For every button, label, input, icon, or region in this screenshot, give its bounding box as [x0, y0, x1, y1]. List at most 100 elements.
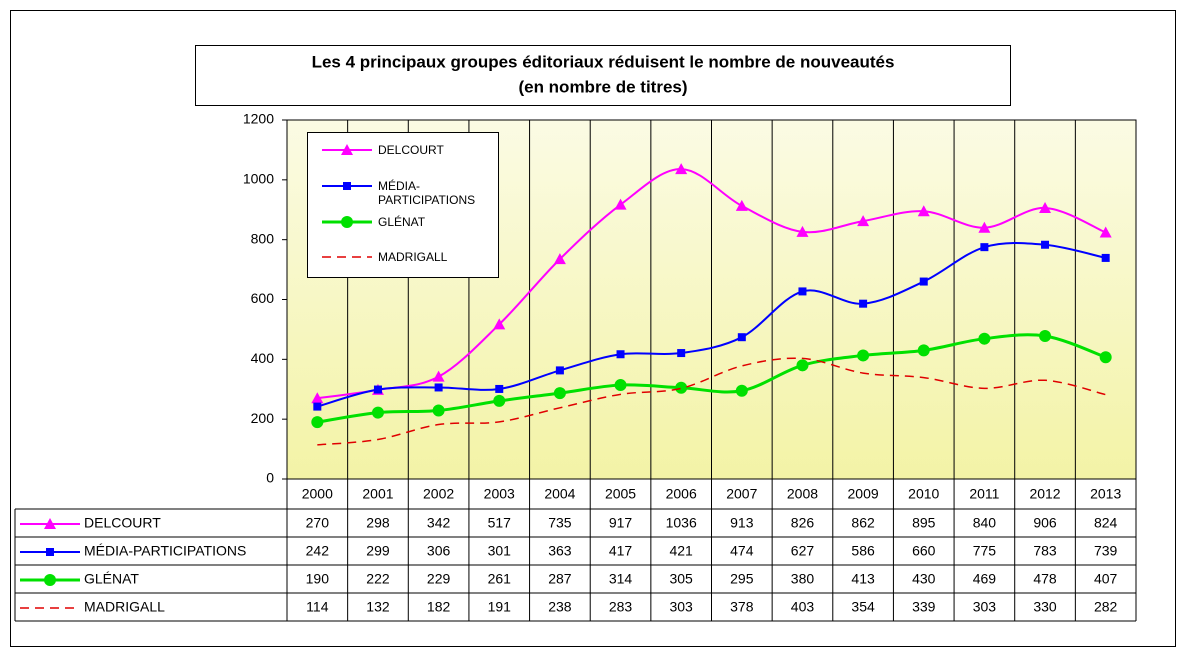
marker — [343, 182, 351, 190]
x-tick-label: 2006 — [666, 486, 697, 502]
y-tick-label: 800 — [251, 230, 275, 246]
marker — [978, 221, 991, 233]
table-cell: 282 — [1094, 599, 1118, 615]
y-tick-label: 200 — [251, 410, 275, 426]
x-tick-label: 2004 — [544, 486, 575, 502]
marker — [796, 359, 809, 372]
marker — [341, 216, 353, 228]
chart-title: Les 4 principaux groupes éditoriaux rédu… — [312, 52, 895, 71]
marker — [493, 394, 506, 407]
legend-label: MADRIGALL — [378, 250, 448, 264]
table-cell: 270 — [306, 515, 330, 531]
x-tick-label: 2010 — [908, 486, 939, 502]
table-row-label: DELCOURT — [84, 515, 161, 531]
legend-label: GLÉNAT — [378, 215, 426, 229]
marker — [796, 225, 809, 237]
table-cell: 403 — [791, 599, 815, 615]
table-cell: 417 — [609, 543, 633, 559]
table-cell: 474 — [730, 543, 754, 559]
table-cell: 303 — [973, 599, 997, 615]
y-tick-label: 1000 — [243, 171, 274, 187]
marker — [614, 379, 627, 392]
table-cell: 906 — [1033, 515, 1057, 531]
table-cell: 421 — [669, 543, 693, 559]
y-tick-label: 1200 — [243, 111, 274, 127]
table-cell: 298 — [366, 515, 390, 531]
marker — [432, 370, 445, 382]
table-cell: 824 — [1094, 515, 1118, 531]
table-row-label: MADRIGALL — [84, 599, 165, 615]
x-tick-label: 2012 — [1029, 486, 1060, 502]
x-tick-label: 2007 — [726, 486, 757, 502]
marker — [553, 387, 566, 400]
marker — [311, 392, 324, 404]
table-row-label: MÉDIA-PARTICIPATIONS — [84, 543, 246, 559]
marker — [44, 518, 56, 529]
table-cell: 283 — [609, 599, 633, 615]
marker — [735, 384, 748, 397]
table-cell: 238 — [548, 599, 572, 615]
table-cell: 132 — [366, 599, 390, 615]
marker — [675, 163, 688, 175]
title-box — [195, 45, 1011, 106]
marker — [553, 253, 566, 265]
marker — [735, 199, 748, 211]
legend-label: MÉDIA-PARTICIPATIONS — [378, 179, 476, 207]
marker — [493, 318, 506, 330]
table-row-label: GLÉNAT — [84, 571, 139, 587]
table-cell: 517 — [488, 515, 512, 531]
marker — [737, 333, 746, 342]
table-cell: 895 — [912, 515, 936, 531]
table-cell: 430 — [912, 571, 936, 587]
marker — [44, 574, 56, 586]
x-tick-label: 2003 — [484, 486, 515, 502]
table-cell: 826 — [791, 515, 815, 531]
marker — [555, 366, 564, 375]
marker — [614, 198, 627, 210]
series-line — [317, 241, 1106, 408]
marker — [859, 299, 868, 308]
table-cell: 913 — [730, 515, 754, 531]
table-cell: 190 — [306, 571, 330, 587]
x-tick-label: 2001 — [362, 486, 393, 502]
marker — [978, 332, 991, 345]
y-tick-label: 600 — [251, 290, 275, 306]
marker — [341, 144, 353, 155]
marker — [798, 287, 807, 296]
marker — [311, 416, 324, 429]
table-cell: 469 — [973, 571, 997, 587]
table-cell: 660 — [912, 543, 936, 559]
table-cell: 330 — [1033, 599, 1057, 615]
table-cell: 354 — [851, 599, 875, 615]
x-tick-label: 2000 — [302, 486, 333, 502]
table-cell: 862 — [851, 515, 875, 531]
table-cell: 242 — [306, 543, 330, 559]
table-cell: 775 — [973, 543, 997, 559]
marker — [1099, 351, 1112, 364]
marker — [432, 404, 445, 417]
marker — [1101, 253, 1110, 262]
marker — [919, 277, 928, 286]
legend-label: DELCOURT — [378, 143, 444, 157]
table-cell: 339 — [912, 599, 936, 615]
table-cell: 306 — [427, 543, 451, 559]
marker — [677, 349, 686, 358]
marker — [1039, 329, 1052, 342]
marker — [373, 385, 382, 394]
table-cell: 739 — [1094, 543, 1118, 559]
marker — [857, 215, 870, 227]
marker — [371, 406, 384, 419]
marker — [46, 548, 54, 556]
table-cell: 735 — [548, 515, 572, 531]
table-cell: 305 — [669, 571, 693, 587]
table-cell: 413 — [851, 571, 875, 587]
table-cell: 222 — [366, 571, 390, 587]
table-cell: 301 — [488, 543, 512, 559]
table-cell: 917 — [609, 515, 633, 531]
marker — [675, 381, 688, 394]
table-cell: 314 — [609, 571, 633, 587]
marker — [857, 349, 870, 362]
table-cell: 191 — [488, 599, 512, 615]
